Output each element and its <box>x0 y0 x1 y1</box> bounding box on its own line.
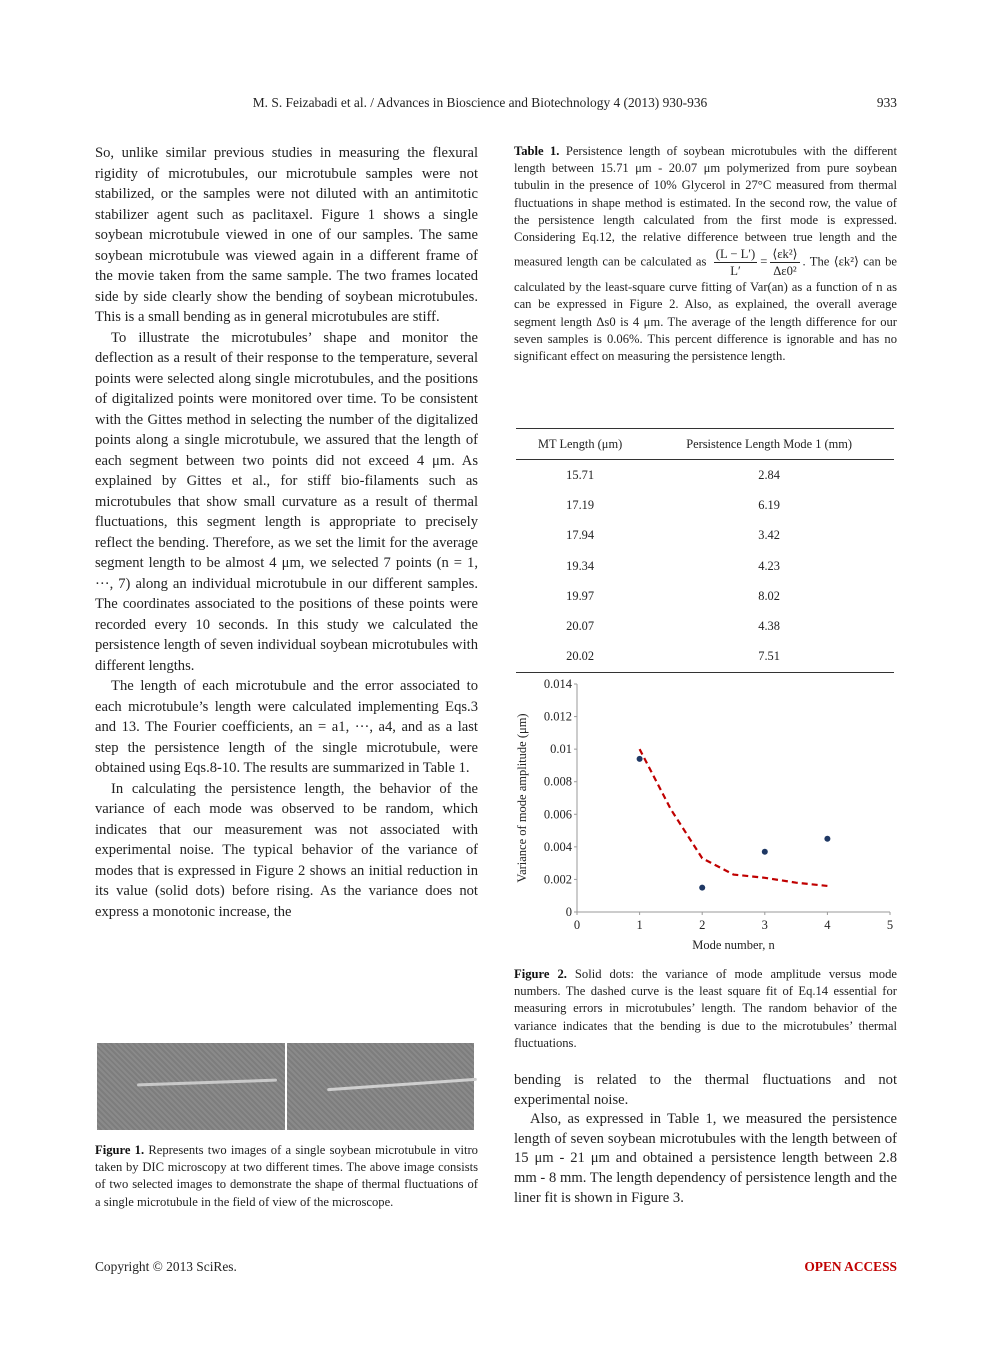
caption-text: Solid dots: the variance of mode amplitu… <box>514 967 897 1050</box>
table: MT Length (μm) Persistence Length Mode 1 … <box>516 428 894 674</box>
table-cell: 15.71 <box>566 467 595 482</box>
y-tick-label: 0.008 <box>544 775 572 789</box>
table-cell: 19.97 <box>566 588 595 603</box>
paragraph: To illustrate the microtubules’ shape an… <box>95 329 478 674</box>
column-header: MT Length (μm) <box>516 428 645 460</box>
open-access: OPEN ACCESS <box>804 1259 897 1274</box>
page-number: 933 <box>876 95 897 110</box>
y-tick-label: 0.012 <box>544 710 572 724</box>
x-axis-title: Mode number, n <box>692 938 775 952</box>
data-point <box>824 835 831 842</box>
table-cell: 4.38 <box>758 619 780 634</box>
caption-label: Figure 1. <box>95 1143 145 1157</box>
chart: 0 0.002 0.004 0.006 0.008 0.01 0.012 0.014 0 1 2 3 4… <box>515 677 893 952</box>
caption-text: can be calculated by the least-square cu… <box>514 254 897 364</box>
caption-text: Represents two images of a single soybea… <box>95 1143 478 1209</box>
table-cell: 17.94 <box>566 528 595 543</box>
copyright: Copyright © 2013 SciRes. <box>95 1259 237 1274</box>
table-row: 17.19 6.19 <box>516 490 894 520</box>
fraction: ⟨εk²⟩ Δε0² <box>770 246 800 279</box>
x-tick-label: 4 <box>824 918 831 932</box>
table-cell: 19.34 <box>566 558 595 573</box>
x-tick-label: 5 <box>887 918 893 932</box>
data-point <box>761 848 768 855</box>
denominator: Δε0² <box>773 264 797 279</box>
y-tick-label: 0.006 <box>544 807 572 821</box>
column-header: Persistence Length Mode 1 (mm) <box>644 428 894 460</box>
data-point <box>636 755 643 762</box>
caption-text: Persistence length of soybean microtubul… <box>514 144 897 269</box>
table-cell: 17.19 <box>566 497 595 512</box>
paragraph: So, unlike similar previous studies in m… <box>95 145 478 325</box>
y-tick-label: 0 <box>566 905 572 919</box>
y-axis-title: Variance of mode amplitude (μm) <box>515 713 529 882</box>
paragraph: Also, as expressed in Table 1, we measur… <box>514 1111 897 1206</box>
table-cell: 2.84 <box>758 467 780 482</box>
table-cell: 8.02 <box>758 588 780 603</box>
paragraph: bending is related to the thermal fluctu… <box>514 1072 897 1108</box>
paragraph: The length of each microtubule and the e… <box>95 678 478 776</box>
x-tick-label: 0 <box>574 918 580 932</box>
table-row: 19.34 4.23 <box>516 551 894 581</box>
x-tick-label: 1 <box>636 918 642 932</box>
figure-1-image <box>97 1043 477 1130</box>
y-tick-label: 0.01 <box>550 742 572 756</box>
fit-curve <box>638 748 828 888</box>
table-row: 19.97 8.02 <box>516 581 894 611</box>
table-cell: 3.42 <box>758 528 780 543</box>
equals: = <box>760 254 768 269</box>
numerator: ⟨εk²⟩ <box>770 247 800 264</box>
fraction: (L − L′) L′ <box>713 246 758 279</box>
micrograph <box>97 1043 285 1130</box>
figure-2-caption: Figure 2. Solid dots: the variance of mo… <box>514 966 897 1052</box>
table-cell: 7.51 <box>644 641 894 674</box>
numerator: (L − L′) <box>713 247 758 264</box>
data-point <box>699 884 706 891</box>
y-tick-label: 0.014 <box>544 677 573 691</box>
figure-1-caption: Figure 1. Represents two images of a sin… <box>95 1142 478 1211</box>
table-cell: 6.19 <box>758 497 780 512</box>
running-title: M. S. Feizabadi et al. / Advances in Bio… <box>252 95 708 110</box>
x-tick-label: 3 <box>762 918 768 932</box>
x-tick-label: 2 <box>699 918 705 932</box>
table-cell: 20.07 <box>566 619 595 634</box>
table-cell: 4.23 <box>758 558 780 573</box>
caption-label: Figure 2. <box>514 967 567 981</box>
paragraph: In calculating the persistence length, t… <box>95 780 478 920</box>
caption-label: Table 1. <box>514 144 560 158</box>
table-caption: Table 1. Persistence length of soybean m… <box>514 143 897 365</box>
table-row: 15.71 2.84 <box>516 460 894 491</box>
denominator: L′ <box>730 264 741 279</box>
table-row: 20.02 7.51 <box>516 641 894 674</box>
caption-text: . The <box>802 254 830 269</box>
y-tick-label: 0.004 <box>544 840 573 854</box>
micrograph <box>286 1043 477 1130</box>
table-row: 17.94 3.42 <box>516 521 894 551</box>
left-column: So, unlike similar previous studies in m… <box>95 143 478 922</box>
y-tick-label: 0.002 <box>544 872 572 886</box>
table-cell: 20.02 <box>516 641 645 674</box>
table-row: 20.07 4.38 <box>516 611 894 641</box>
symbol: ⟨εk²⟩ <box>833 254 859 269</box>
right-column: bending is related to the thermal fluctu… <box>514 1071 897 1208</box>
